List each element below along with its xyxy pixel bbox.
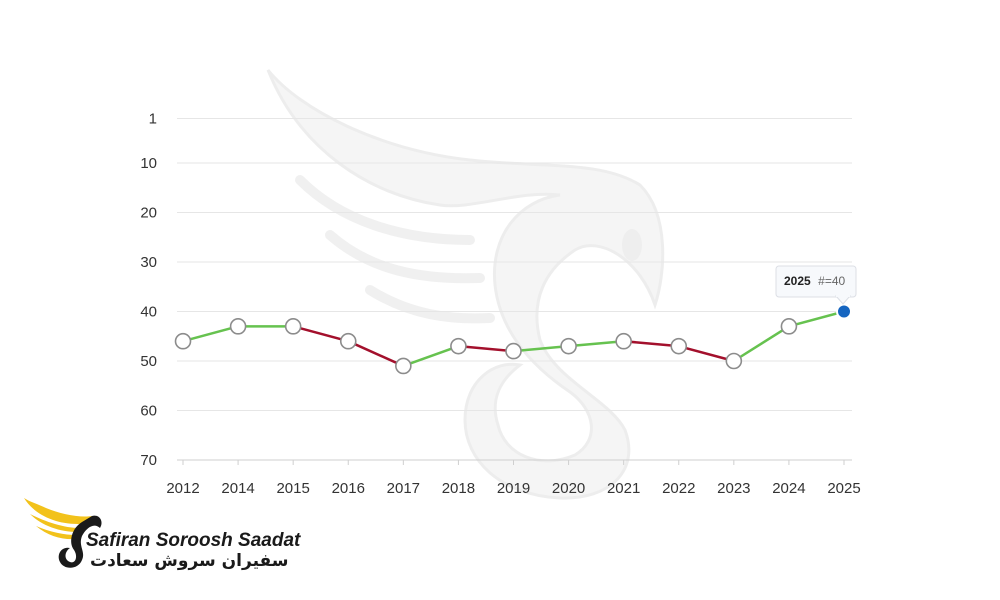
- line-segment: [512, 344, 570, 353]
- y-tick-label: 40: [140, 304, 157, 321]
- brand-name-fa: سفیران سروش سعادت: [90, 551, 289, 571]
- brand-logo: Safiran Soroosh Saadat سفیران سروش سعادت: [20, 494, 310, 578]
- x-tick-label: 2012: [166, 480, 199, 497]
- line-segment: [181, 325, 240, 343]
- y-tick-label: 30: [140, 254, 157, 271]
- tooltip: 2025 #=40: [775, 265, 857, 305]
- y-tick-label: 10: [140, 155, 157, 172]
- line-segment: [622, 339, 680, 348]
- x-tick-label: 2017: [387, 480, 420, 497]
- data-point[interactable]: [395, 357, 412, 375]
- grid: [177, 117, 852, 461]
- tooltip-pointer: [834, 295, 852, 305]
- y-axis: 1 10 20 30 40 50 60 70: [140, 110, 157, 469]
- x-tick-label: 2021: [607, 480, 640, 497]
- data-point[interactable]: [560, 337, 577, 355]
- line-segment: [457, 344, 515, 353]
- data-point[interactable]: [725, 352, 743, 370]
- line-segment: [347, 339, 405, 368]
- data-point[interactable]: [450, 337, 467, 355]
- x-tick-label: 2018: [442, 480, 475, 497]
- data-point[interactable]: [670, 337, 688, 355]
- line-segment: [567, 339, 625, 348]
- x-tick-label: 2023: [717, 480, 750, 497]
- x-tick-label: 2020: [552, 480, 585, 497]
- data-point[interactable]: [284, 318, 302, 335]
- data-point[interactable]: [339, 332, 357, 350]
- data-point[interactable]: [505, 342, 522, 360]
- y-tick-label: 50: [140, 353, 157, 370]
- line-segment: [402, 344, 460, 368]
- x-tick-label: 2019: [497, 480, 530, 497]
- line-segment: [677, 344, 736, 363]
- x-tick-label: 2022: [662, 480, 695, 497]
- series-points: [174, 303, 852, 375]
- highlighted-point[interactable]: [836, 303, 852, 320]
- tooltip-box: [775, 265, 857, 298]
- x-tick-label: 2025: [827, 480, 860, 497]
- x-tick-label: 2014: [221, 480, 254, 497]
- y-tick-label: 1: [149, 110, 157, 127]
- tooltip-value: #=40: [818, 274, 845, 288]
- x-axis: 2012 2014 2015 2016 2017 2018 2019 2020 2021 2022…: [166, 460, 861, 497]
- line-segment: [787, 310, 846, 328]
- x-tick-label: 2016: [332, 480, 365, 497]
- x-tick-label: 2024: [772, 480, 805, 497]
- tooltip-year: 2025: [784, 274, 811, 288]
- y-tick-label: 60: [140, 403, 157, 420]
- line-segment: [732, 325, 791, 363]
- data-point[interactable]: [780, 318, 798, 335]
- swan-logo-icon: [24, 498, 102, 568]
- brand-name-en: Safiran Soroosh Saadat: [86, 530, 301, 551]
- data-point[interactable]: [615, 332, 632, 350]
- series-line: [181, 310, 846, 368]
- y-tick-label: 70: [140, 452, 157, 469]
- data-point[interactable]: [229, 318, 247, 335]
- svg-text:2025 #=40: 2025 #=40: [784, 272, 846, 289]
- data-point[interactable]: [174, 332, 192, 350]
- line-segment: [291, 325, 350, 343]
- y-tick-label: 20: [140, 205, 157, 222]
- x-tick-label: 2015: [276, 480, 309, 497]
- watermark-swan-icon: [266, 69, 665, 500]
